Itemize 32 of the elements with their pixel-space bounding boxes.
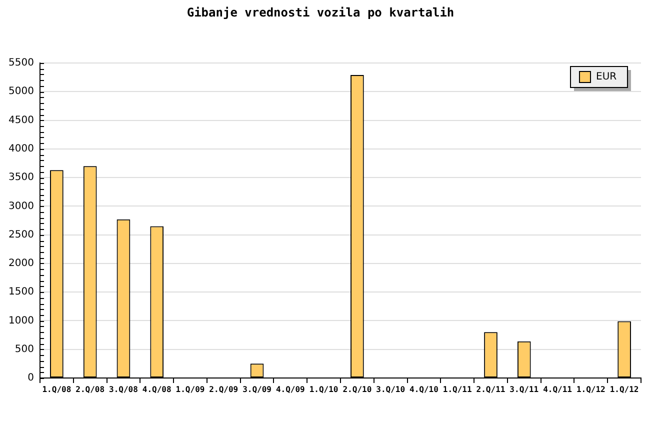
y-tick-label: 3000	[8, 200, 34, 212]
chart-title: Gibanje vrednosti vozila po kvartalih	[186, 5, 454, 20]
y-tick-label: 1000	[8, 315, 34, 326]
x-tick-label: 2.Q/08	[76, 384, 105, 394]
x-tick-label: 2.Q/10	[342, 384, 372, 394]
x-tick-label: 3.Q/08	[109, 384, 138, 394]
legend-label: EUR	[596, 72, 617, 83]
y-tick-label: 5000	[8, 86, 34, 98]
x-tick-label: 1.Q/10	[309, 384, 338, 394]
x-tick-label: 2.Q/09	[209, 384, 238, 394]
x-tick-label: 1.Q/11	[442, 384, 472, 394]
x-tick-label: 3.Q/09	[242, 384, 272, 394]
y-tick-label: 4500	[8, 114, 34, 126]
y-tick-label: 0	[28, 372, 34, 384]
x-tick-label: 1.Q/12	[610, 384, 639, 394]
x-tick-label: 4.Q/11	[543, 384, 572, 394]
x-tick-label: 2.Q/11	[476, 384, 506, 394]
y-tick-label: 1500	[8, 286, 34, 298]
x-tick-label: 1.Q/12	[576, 384, 606, 394]
y-tick-label: 500	[14, 344, 34, 355]
x-tick-label: 4.Q/10	[410, 384, 439, 394]
x-tick-label: 1.Q/09	[176, 384, 205, 394]
x-tick-label: 4.Q/09	[276, 384, 306, 394]
x-tick-label: 4.Q/08	[142, 384, 172, 394]
x-tick-label: 3.Q/10	[376, 384, 406, 394]
x-tick-label: 1.Q/08	[42, 384, 72, 394]
y-tick-label: 3500	[8, 172, 34, 184]
y-tick-label: 5500	[8, 58, 34, 69]
x-tick-label: 3.Q/11	[510, 384, 539, 394]
y-tick-label: 2500	[8, 229, 34, 240]
y-tick-label: 2000	[8, 258, 34, 270]
y-tick-label: 4000	[8, 144, 34, 155]
